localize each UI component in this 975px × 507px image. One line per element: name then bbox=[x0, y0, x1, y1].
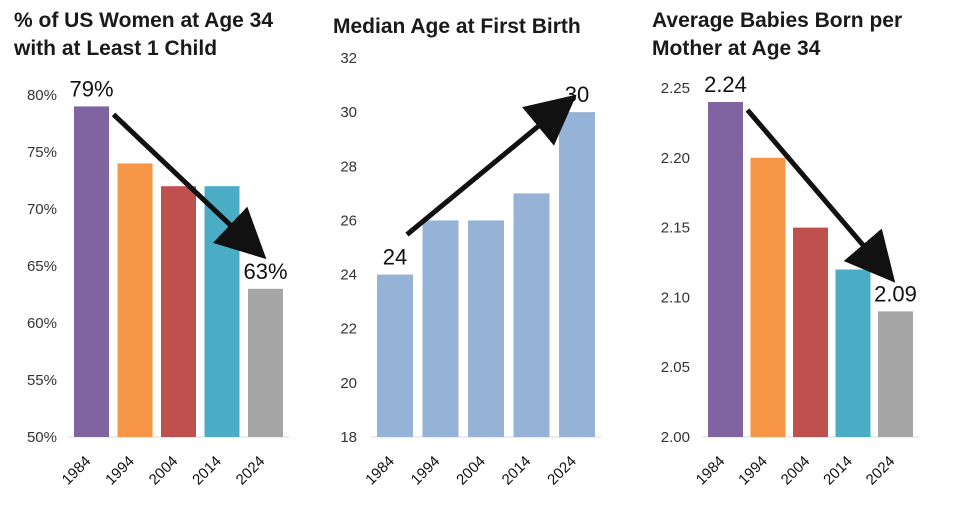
y-tick-label: 28 bbox=[340, 158, 357, 175]
y-tick-label: 60% bbox=[27, 315, 57, 332]
y-tick-label: 26 bbox=[340, 212, 357, 229]
y-tick-label: 75% bbox=[27, 144, 57, 161]
y-tick-label: 2.10 bbox=[661, 289, 690, 306]
y-tick-label: 65% bbox=[27, 258, 57, 275]
y-tick-label: 22 bbox=[340, 321, 357, 338]
bar-1994 bbox=[117, 163, 153, 437]
bar-2014 bbox=[835, 269, 871, 437]
x-tick-label: 2004 bbox=[778, 453, 814, 489]
trend-arrow bbox=[745, 108, 896, 283]
bar-2024 bbox=[559, 112, 595, 438]
bar-2024 bbox=[248, 288, 283, 437]
chart-title-line: Average Babies Born per bbox=[652, 9, 902, 32]
data-label: 2.24 bbox=[704, 72, 747, 97]
chart-median-age-first-birth: Median Age at First Birth 18 20 22 24 26 28 30 3… bbox=[333, 15, 601, 488]
bar-1984 bbox=[74, 106, 109, 438]
x-tick-label: 2024 bbox=[233, 453, 269, 489]
bar-2004 bbox=[468, 220, 504, 437]
y-tick-label: 50% bbox=[27, 429, 57, 446]
data-label: 24 bbox=[383, 245, 407, 270]
y-tick-label: 2.00 bbox=[661, 429, 690, 446]
x-tick-label: 1994 bbox=[408, 453, 444, 489]
y-tick-label: 80% bbox=[27, 87, 57, 104]
chart-babies-per-mother: Average Babies Born per Mother at Age 34 2… bbox=[652, 9, 919, 488]
data-label: 79% bbox=[69, 76, 113, 101]
data-label: 30 bbox=[565, 82, 589, 107]
bar-2024 bbox=[878, 311, 913, 437]
bar-1984 bbox=[708, 101, 743, 438]
trend-arrow bbox=[111, 112, 267, 260]
bar-2014 bbox=[513, 193, 550, 437]
chart-title-line: Mother at Age 34 bbox=[652, 37, 821, 60]
y-tick-label: 24 bbox=[340, 267, 357, 284]
bar-2004 bbox=[793, 227, 828, 437]
data-label: 2.09 bbox=[874, 281, 917, 306]
x-tick-label: 1984 bbox=[59, 453, 95, 489]
x-tick-label: 2004 bbox=[453, 453, 489, 489]
x-tick-label: 2004 bbox=[146, 453, 182, 489]
y-tick-label: 2.15 bbox=[661, 220, 690, 237]
y-tick-label: 2.20 bbox=[661, 150, 690, 167]
y-tick-label: 70% bbox=[27, 201, 57, 218]
x-tick-label: 1994 bbox=[102, 453, 138, 489]
bar-1994 bbox=[750, 157, 786, 438]
x-tick-label: 1984 bbox=[693, 453, 729, 489]
x-tick-label: 2014 bbox=[820, 453, 856, 489]
y-tick-label: 2.25 bbox=[661, 80, 690, 97]
trend-arrow bbox=[405, 94, 577, 237]
y-tick-label: 30 bbox=[340, 104, 357, 121]
chart-women-with-child: % of US Women at Age 34 with at Least 1 C… bbox=[13, 9, 289, 488]
x-tick-label: 2024 bbox=[863, 453, 899, 489]
y-tick-label: 2.05 bbox=[661, 359, 690, 376]
x-tick-label: 1984 bbox=[362, 453, 398, 489]
x-tick-label: 2014 bbox=[189, 453, 225, 489]
data-label: 63% bbox=[243, 259, 287, 284]
chart-title-line: Median Age at First Birth bbox=[333, 15, 581, 38]
x-tick-label: 2014 bbox=[499, 453, 535, 489]
bar-1994 bbox=[422, 220, 459, 437]
y-tick-label: 20 bbox=[340, 375, 357, 392]
y-tick-label: 18 bbox=[340, 429, 357, 446]
chart-title-line: with at Least 1 Child bbox=[13, 37, 217, 60]
chart-title-line: % of US Women at Age 34 bbox=[14, 9, 273, 32]
x-tick-label: 1994 bbox=[735, 453, 771, 489]
bar-2014 bbox=[204, 186, 240, 437]
bar-1984 bbox=[377, 274, 413, 437]
y-tick-label: 32 bbox=[340, 50, 357, 67]
y-tick-label: 55% bbox=[27, 372, 57, 389]
bar-2004 bbox=[161, 186, 196, 437]
x-tick-label: 2024 bbox=[544, 453, 580, 489]
